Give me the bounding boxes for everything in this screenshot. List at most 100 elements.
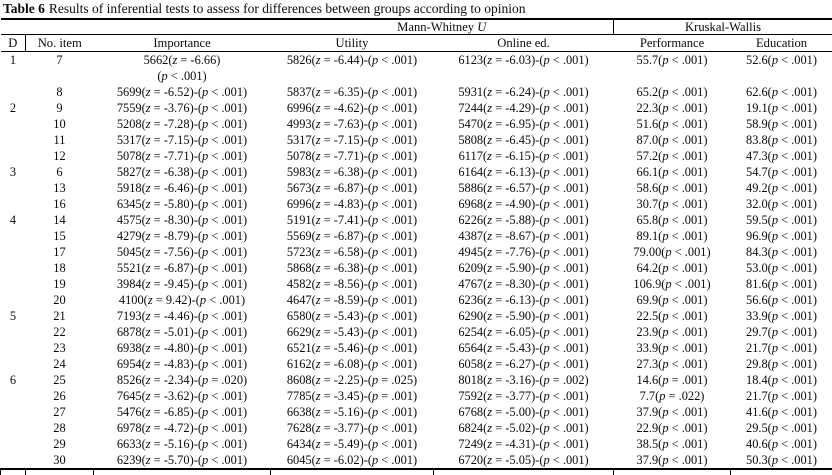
table-row: 27 5476(z = -6.85)-(p < .001) 6638(z = -5.… [1,404,832,420]
column-header-online-ed: Online ed. [433,34,614,52]
cell-importance: 7193(z = -4.46)-(p < .001) [116,309,248,323]
cell-utility: 5826(z = -6.44)-(p < .001) [286,53,418,67]
cell-education: 53.0(p < .001) [746,261,818,275]
cell-importance: 5521(z = -6.87)-(p < .001) [116,261,248,275]
cell-d [1,84,26,100]
cell-education: 84.3(p < .001) [746,245,818,259]
table-row: 17 5045(z = -7.56)-(p < .001) 5723(z = -6.… [1,244,832,260]
cell-d [1,244,26,260]
cell-importance: 5045(z = -7.56)-(p < .001) [116,245,248,259]
cell-education: 52.6(p < .001) [746,53,818,67]
cell-online: 5931(z = -6.24)-(p < .001) [458,85,589,99]
cell-education: 56.6(p < .001) [746,293,818,307]
cell-performance: 14.6(p = .001) [636,373,708,387]
column-header-utility: Utility [270,34,434,52]
table-row: 8 5699(z = -6.52)-(p < .001) 5837(z = -6.3… [1,84,832,100]
cell-item: 29 [53,437,66,451]
cell-utility: 6996(z = -4.83)-(p < .001) [286,197,418,211]
cell-education: 21.7(p < .001) [746,341,818,355]
table-row: 13 5918(z = -6.46)-(p < .001) 5673(z = -6.… [1,180,832,196]
table-row: 29 6633(z = -5.16)-(p < .001) 6434(z = -5.… [1,436,832,452]
cell-online: 6254(z = -6.05)-(p < .001) [458,325,589,339]
cell-online: 6117(z = -6.15)-(p < .001) [458,149,589,163]
cell-importance: 5827(z = -6.38)-(p < .001) [116,165,248,179]
cell-education: 83.8(p < .001) [746,133,818,147]
cell-performance: 79.00(p < .001) [633,245,711,259]
cell-education: 21.7(p < .001) [746,389,818,403]
cell-importance: 4279(z = -8.79)-(p < .001) [116,229,248,243]
cell-importance: 5476(z = -6.85)-(p < .001) [116,405,248,419]
cell-item: 16 [53,197,66,211]
cell-item: 8 [56,85,63,99]
cell-item: 25 [53,373,66,387]
cell-d [1,356,26,372]
table-row: 22 6878(z = -5.01)-(p < .001) 6629(z = -5.… [1,324,832,340]
cell-utility: 5868(z = -6.38)-(p < .001) [286,261,418,275]
column-boundary-tick [432,469,614,475]
cell-item: 9 [56,101,63,115]
cell-utility: 6996(z = -4.62)-(p < .001) [286,101,418,115]
cell-importance: 6633(z = -5.16)-(p < .001) [116,437,248,451]
cell-performance: 38.5(p < .001) [636,437,708,451]
cell-importance: 5662(z = -6.66) (p < .001) [143,53,221,83]
cell-online: 7592(z = -3.77)-(p < .001) [458,389,589,403]
table-caption-text: Results of inferential tests to assess f… [48,1,526,16]
cell-education: 62.6(p < .001) [746,85,818,99]
cell-utility: 4647(z = -8.59)-(p < .001) [286,293,418,307]
table-row: 26 7645(z = -3.62)-(p < .001) 7785(z = -3.… [1,388,832,404]
cell-d [1,196,26,212]
cell-item: 7 [56,53,63,67]
group-header-row: Mann-Whitney U Kruskal-Wallis [0,19,832,35]
cell-utility: 5569(z = -6.87)-(p < .001) [286,229,418,243]
cell-education: 29.5(p < .001) [746,421,818,435]
cell-d: 5 [9,309,17,323]
cell-online: 6123(z = -6.03)-(p < .001) [458,53,589,67]
column-boundary-tick [93,469,271,475]
cell-education: 50.3(p < .001) [730,452,832,470]
cell-performance: 65.2(p < .001) [636,85,708,99]
cell-performance: 106.9(p < .001) [633,277,711,291]
cell-online: 5470(z = -6.95)-(p < .001) [458,117,589,131]
cell-utility: 6045(z = -6.02)-(p < .001) [270,452,434,470]
cell-online: 6720(z = -5.05)-(p < .001) [433,452,614,470]
cell-performance: 66.1(p < .001) [636,165,708,179]
cell-utility: 5191(z = -7.41)-(p < .001) [286,213,418,227]
group-header-kruskal-wallis: Kruskal-Wallis [613,19,832,35]
cell-utility: 6638(z = -5.16)-(p < .001) [286,405,418,419]
cell-online: 7244(z = -4.29)-(p < .001) [458,101,589,115]
cell-performance: 30.7(p < .001) [636,197,708,211]
cell-item: 10 [53,117,66,131]
cell-importance: 6954(z = -4.83)-(p < .001) [116,357,248,371]
cell-education: 49.2(p < .001) [746,181,818,195]
cell-d [1,148,26,164]
cell-utility: 5078(z = -7.71)-(p < .001) [286,149,418,163]
cell-d [1,180,26,196]
table-row: 16 6345(z = -5.80)-(p < .001) 6996(z = -4.… [1,196,832,212]
cell-utility: 6629(z = -5.43)-(p < .001) [286,325,418,339]
cell-online: 6209(z = -5.90)-(p < .001) [458,261,589,275]
group-header-empty [0,19,271,35]
cell-utility: 6521(z = -5.46)-(p < .001) [286,341,418,355]
cell-performance: 22.3(p < .001) [636,101,708,115]
cell-performance: 37.9(p < .001) [636,405,708,419]
column-boundary-tick [613,469,731,475]
cell-importance: 6878(z = -5.01)-(p < .001) [116,325,248,339]
cell-performance: 64.2(p < .001) [636,261,708,275]
cell-d: 3 [9,165,17,179]
cell-item: 27 [53,405,66,419]
cell-importance: 7559(z = -3.76)-(p < .001) [116,101,248,115]
cell-item: 17 [53,245,66,259]
cell-online: 4767(z = -8.30)-(p < .001) [458,277,589,291]
cell-online: 6968(z = -4.90)-(p < .001) [458,197,589,211]
cell-d [1,420,26,436]
cell-utility: 5837(z = -6.35)-(p < .001) [286,85,418,99]
cell-d [1,292,26,308]
cell-utility: 5673(z = -6.87)-(p < .001) [286,181,418,195]
cell-performance: 7.7(p = .022) [639,389,705,403]
table-caption-label: Table 6 [3,1,45,16]
table-row: 18 5521(z = -6.87)-(p < .001) 5868(z = -6.… [1,260,832,276]
cell-d [1,228,26,244]
cell-item: 22 [53,325,66,339]
cell-importance: 3984(z = -9.45)-(p < .001) [116,277,248,291]
